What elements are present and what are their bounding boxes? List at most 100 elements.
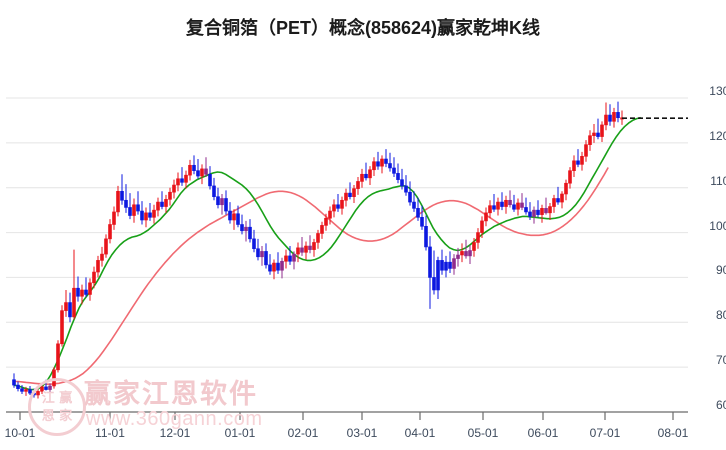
ma-long-line — [14, 167, 609, 386]
candle-body — [464, 251, 468, 257]
candle-body — [92, 271, 96, 284]
x-axis-label: 03-01 — [346, 426, 378, 440]
candle-body — [76, 287, 80, 297]
candle-body — [124, 199, 128, 208]
candle-body — [576, 160, 580, 165]
candle-body — [212, 185, 216, 197]
candle-body — [324, 217, 328, 226]
candle-body — [240, 224, 244, 232]
candle-body — [280, 260, 284, 271]
candle-body — [196, 170, 200, 177]
candle-body — [584, 144, 588, 157]
candle-body — [508, 199, 512, 206]
candle-body — [444, 261, 448, 271]
candle-body — [48, 385, 52, 390]
candle-body — [568, 170, 572, 184]
candle-body — [252, 238, 256, 250]
candle-body — [320, 225, 324, 234]
candle-body — [472, 242, 476, 251]
candle-body — [336, 204, 340, 209]
candle-body — [420, 217, 424, 227]
candle-body — [580, 156, 584, 165]
candle-body — [596, 132, 600, 137]
candle-body — [44, 386, 48, 390]
candle-body — [172, 184, 176, 193]
candle-body — [36, 391, 40, 396]
candle-body — [484, 212, 488, 222]
candle-body — [56, 343, 60, 371]
candle-body — [300, 247, 304, 253]
candle-body — [372, 161, 376, 171]
candle-body — [516, 202, 520, 210]
x-axis-label: 02-01 — [287, 426, 319, 440]
x-axis-label: 07-01 — [589, 426, 621, 440]
candle-body — [52, 369, 56, 387]
candle-body — [540, 208, 544, 215]
candle-body — [504, 199, 508, 207]
x-axis-ticks — [19, 412, 674, 420]
candle-body — [532, 209, 536, 217]
candle-body — [120, 191, 124, 201]
candle-body — [348, 192, 352, 197]
candle-body — [408, 191, 412, 203]
candle-body — [492, 205, 496, 210]
candle-body — [460, 251, 464, 256]
candle-body — [184, 174, 188, 183]
y-axis-label: 1200 — [709, 128, 726, 143]
y-axis-label: 1300 — [709, 84, 726, 98]
candle-body — [68, 302, 72, 318]
candle-body — [104, 238, 108, 255]
candle-body — [604, 114, 608, 126]
candle-body — [600, 124, 604, 137]
candle-body — [168, 191, 172, 200]
candle-body — [224, 198, 228, 212]
candle-body — [80, 289, 84, 297]
candle-body — [424, 225, 428, 248]
candle-body — [64, 302, 68, 311]
candle-body — [24, 389, 28, 392]
candle-body — [204, 168, 208, 175]
x-axis-label: 10-01 — [4, 426, 36, 440]
candle-body — [296, 247, 300, 255]
candle-body — [356, 181, 360, 189]
candle-body — [512, 204, 516, 210]
candle-body — [448, 261, 452, 269]
candle-body — [40, 386, 44, 392]
candle-body — [616, 112, 620, 119]
candle-body — [176, 178, 180, 186]
candle-body — [96, 260, 100, 273]
y-axis-label: 900 — [715, 263, 726, 278]
candlestick-series[interactable] — [12, 101, 624, 399]
candle-body — [316, 233, 320, 243]
candle-body — [132, 204, 136, 216]
candle-body — [144, 212, 148, 221]
candle-body — [476, 232, 480, 243]
x-axis-label: 11-01 — [95, 426, 125, 440]
candle-body — [488, 205, 492, 214]
candle-body — [136, 204, 140, 212]
candle-body — [16, 384, 20, 389]
candle-body — [572, 160, 576, 171]
candle-body — [388, 163, 392, 169]
candle-body — [364, 173, 368, 179]
candle-body — [384, 158, 388, 164]
candle-body — [380, 158, 384, 167]
candle-body — [396, 173, 400, 180]
candle-body — [192, 164, 196, 171]
candle-body — [244, 226, 248, 232]
ma-polyline — [14, 167, 609, 386]
candle-body — [292, 253, 296, 262]
candle-body — [552, 198, 556, 207]
candle-body — [368, 169, 372, 179]
candle-body — [164, 199, 168, 207]
candle-body — [128, 207, 132, 216]
candle-body — [304, 245, 308, 253]
candle-body — [360, 173, 364, 182]
candle-body — [260, 251, 264, 258]
candle-body — [592, 132, 596, 136]
candle-body — [524, 207, 528, 213]
candle-body — [140, 210, 144, 221]
candle-body — [220, 198, 224, 206]
